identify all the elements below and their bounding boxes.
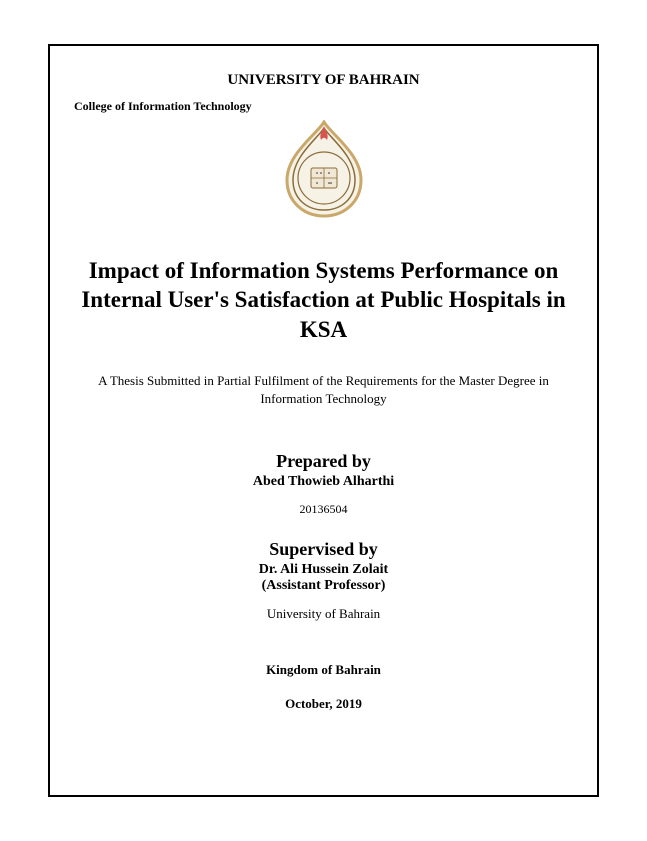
supervisor-name: Dr. Ali Hussein Zolait — [74, 562, 573, 578]
supervisor-role: (Assistant Professor) — [74, 578, 573, 594]
thesis-title: Impact of Information Systems Performanc… — [74, 256, 573, 344]
college-name: College of Information Technology — [74, 99, 573, 114]
supervised-by-heading: Supervised by — [74, 539, 573, 560]
prepared-by-heading: Prepared by — [74, 451, 573, 472]
country: Kingdom of Bahrain — [74, 662, 573, 678]
student-id: 20136504 — [74, 502, 573, 517]
university-name: UNIVERSITY OF BAHRAIN — [74, 72, 573, 89]
title-page-frame: UNIVERSITY OF BAHRAIN College of Informa… — [48, 44, 599, 797]
thesis-subtitle: A Thesis Submitted in Partial Fulfilment… — [74, 372, 573, 407]
date: October, 2019 — [74, 696, 573, 712]
university-seal-icon — [279, 120, 369, 220]
author-name: Abed Thowieb Alharthi — [74, 474, 573, 490]
logo-container — [74, 120, 573, 220]
supervisor-affiliation: University of Bahrain — [74, 606, 573, 622]
